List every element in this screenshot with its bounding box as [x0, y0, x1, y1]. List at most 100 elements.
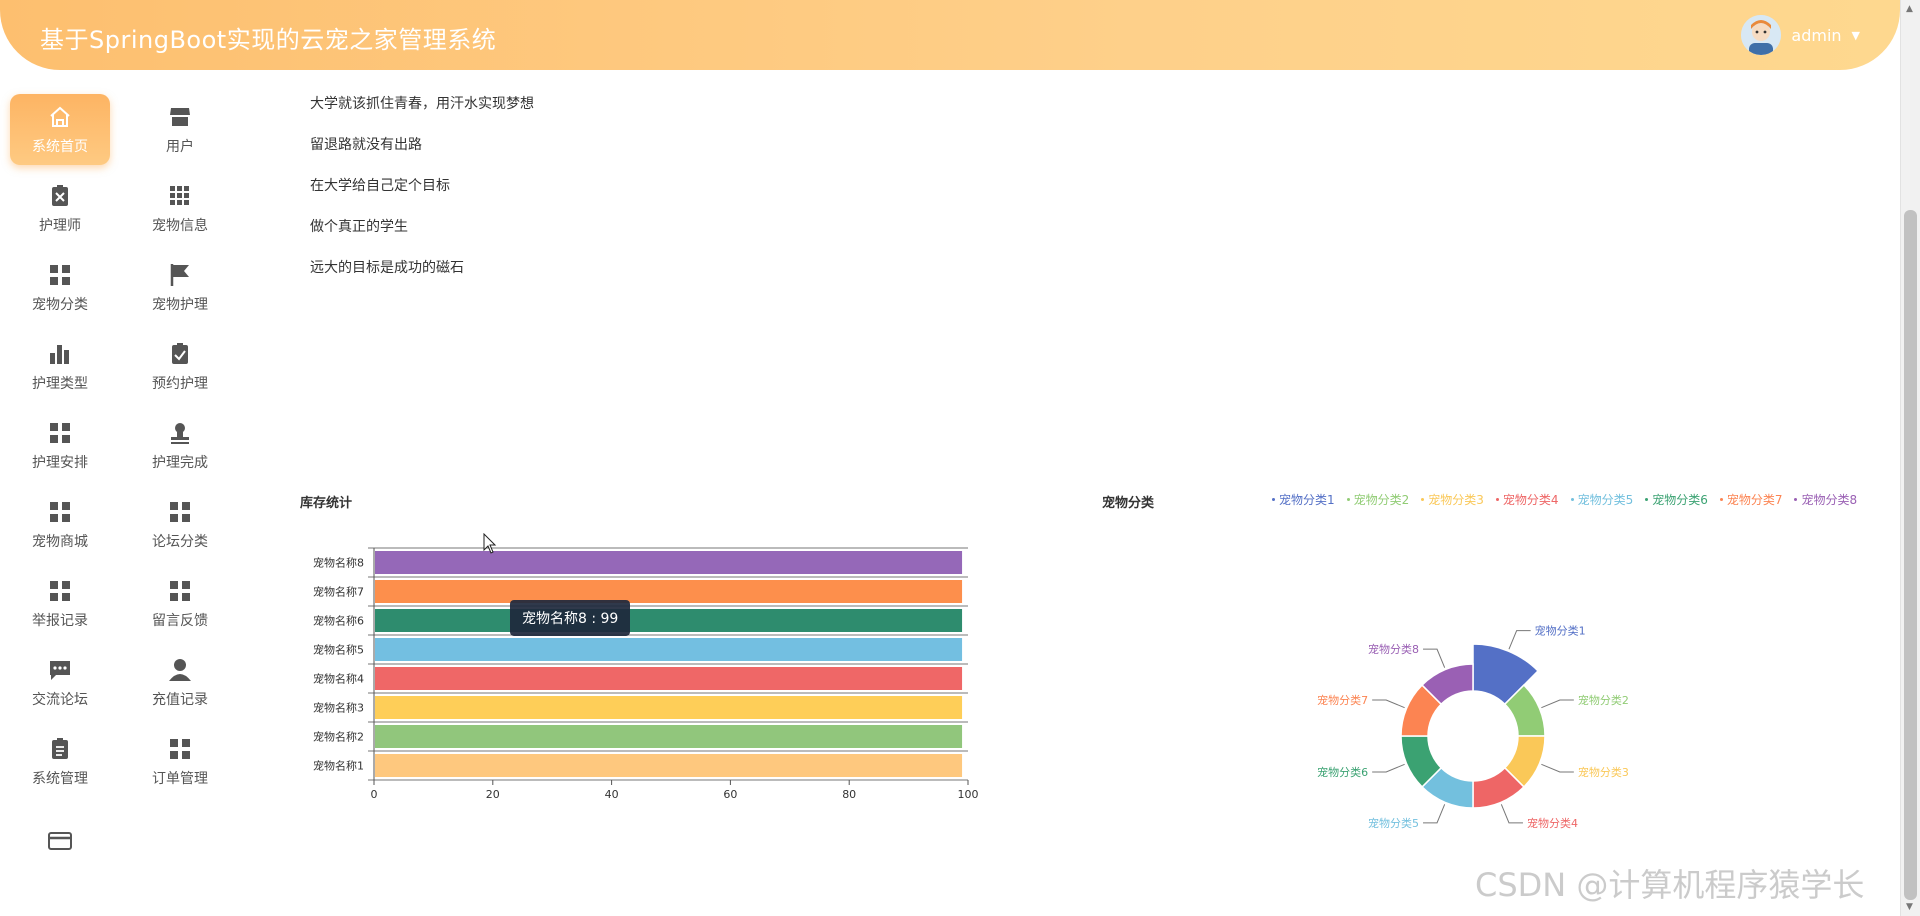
- grid-4-icon: [47, 262, 73, 288]
- sidebar-item-label: 宠物商城: [32, 533, 88, 550]
- sidebar-item-label: 预约护理: [152, 375, 208, 392]
- sidebar-item-11[interactable]: 宠物商城: [0, 485, 120, 564]
- pie-label-line: [1541, 763, 1574, 773]
- sidebar-item-2[interactable]: 用户: [120, 90, 240, 169]
- pie-label-line: [1372, 763, 1405, 773]
- clipboard-icon: [47, 736, 73, 762]
- sidebar-item-15[interactable]: 交流论坛: [0, 643, 120, 722]
- store-icon: [167, 104, 193, 130]
- sidebar-item-10[interactable]: 护理完成: [120, 406, 240, 485]
- sidebar-item-14[interactable]: 留言反馈: [120, 564, 240, 643]
- sidebar-item-label: 交流论坛: [32, 691, 88, 708]
- legend-item[interactable]: 宠物分类1: [1272, 491, 1335, 508]
- bar-mark[interactable]: [375, 754, 963, 777]
- legend-item[interactable]: 宠物分类6: [1645, 491, 1708, 508]
- pie-label-line: [1372, 699, 1405, 709]
- legend-item[interactable]: 宠物分类5: [1570, 491, 1634, 508]
- stamp-icon: [167, 420, 193, 446]
- pie-slice-label: 宠物分类4: [1527, 816, 1578, 830]
- bar-mark[interactable]: [375, 551, 963, 574]
- pie-label-line: [1541, 699, 1574, 709]
- sidebar-item-label: 系统管理: [32, 770, 88, 787]
- sidebar-item-17[interactable]: 系统管理: [0, 722, 120, 801]
- sidebar-item-3[interactable]: 护理师: [0, 169, 120, 248]
- mouse-cursor-icon: [483, 533, 497, 554]
- legend-item[interactable]: 宠物分类3: [1421, 491, 1484, 508]
- sidebar-item-8[interactable]: 预约护理: [120, 327, 240, 406]
- sidebar-item-1[interactable]: 系统首页: [10, 94, 110, 165]
- sidebar-item-label: 论坛分类: [152, 533, 208, 550]
- legend-label: 宠物分类1: [1279, 493, 1335, 507]
- pie-label-line: [1500, 804, 1523, 824]
- sidebar-item-label: 宠物分类: [32, 296, 88, 313]
- pie-label-line: [1423, 804, 1446, 824]
- x-tick-label: 40: [605, 788, 619, 801]
- legend-item[interactable]: 宠物分类8: [1794, 491, 1857, 508]
- card-icon: [47, 828, 73, 854]
- avatar[interactable]: [1741, 15, 1782, 55]
- pie-legend[interactable]: 宠物分类1 宠物分类2 宠物分类3 宠物分类4 宠物分类5 宠物分类6 宠物分类7 宠物分类8: [1272, 491, 1857, 508]
- pie-label-line: [1508, 630, 1531, 650]
- sidebar-item-13[interactable]: 举报记录: [0, 564, 120, 643]
- legend-label: 宠物分类3: [1428, 493, 1484, 507]
- x-tick-label: 20: [486, 788, 500, 801]
- scroll-up-icon[interactable]: ▲: [1906, 4, 1913, 14]
- user-menu[interactable]: admin ▼: [1741, 15, 1860, 55]
- bar-mark[interactable]: [375, 725, 963, 748]
- grid-4-icon: [167, 736, 193, 762]
- grid-9-icon: [167, 183, 193, 209]
- bar-chart-title: 库存统计: [300, 496, 353, 511]
- pie-chart-title: 宠物分类: [1102, 496, 1155, 511]
- sidebar-item-16[interactable]: 充值记录: [120, 643, 240, 722]
- sidebar-item-4[interactable]: 宠物信息: [120, 169, 240, 248]
- category-pie-chart[interactable]: 宠物分类1 宠物分类2 宠物分类3 宠物分类4 宠物分类5 宠物分类6 宠物分类7 宠物分类8: [1100, 480, 1660, 840]
- user-icon: [167, 657, 193, 683]
- legend-item[interactable]: 宠物分类7: [1719, 491, 1782, 508]
- clipboard-check-icon: [167, 341, 193, 367]
- motto-list: 大学就该抓住青春，用汗水实现梦想 留退路就没有出路 在大学给自己定个目标 做个真…: [310, 94, 534, 299]
- sidebar-item-7[interactable]: 护理类型: [0, 327, 120, 406]
- scroll-down-icon[interactable]: ▼: [1906, 902, 1913, 912]
- legend-label: 宠物分类8: [1801, 493, 1858, 507]
- bar-chart-icon: [47, 341, 73, 367]
- motto-item: 做个真正的学生: [310, 219, 408, 235]
- bar-mark[interactable]: [375, 638, 963, 661]
- y-tick-label: 宠物名称1: [313, 759, 364, 773]
- sidebar-item-label: 用户: [166, 138, 194, 155]
- sidebar-item-5[interactable]: 宠物分类: [0, 248, 120, 327]
- legend-item[interactable]: 宠物分类2: [1346, 491, 1409, 508]
- bar-mark[interactable]: [375, 580, 963, 603]
- sidebar-item-label: 留言反馈: [152, 612, 208, 629]
- bar-mark[interactable]: [375, 696, 963, 719]
- y-tick-label: 宠物名称6: [313, 614, 364, 628]
- legend-label: 宠物分类5: [1577, 493, 1634, 507]
- sidebar-item-9[interactable]: 护理安排: [0, 406, 120, 485]
- chevron-down-icon[interactable]: ▼: [1851, 28, 1860, 42]
- watermark: CSDN @计算机程序猿学长: [1475, 866, 1865, 904]
- pie-slice-label: 宠物分类2: [1578, 693, 1629, 707]
- bar-mark[interactable]: [375, 667, 963, 690]
- sidebar-item-18[interactable]: 订单管理: [120, 722, 240, 801]
- x-tick-label: 80: [842, 788, 856, 801]
- sidebar-item-19[interactable]: [0, 801, 120, 880]
- y-tick-label: 宠物名称5: [313, 643, 364, 657]
- motto-item: 留退路就没有出路: [310, 137, 422, 153]
- grid-4-icon: [47, 420, 73, 446]
- sidebar-item-label: 护理师: [39, 217, 81, 234]
- scrollbar-thumb[interactable]: [1904, 210, 1917, 900]
- y-tick-label: 宠物名称8: [313, 556, 364, 570]
- user-name[interactable]: admin: [1791, 25, 1842, 45]
- legend-item[interactable]: 宠物分类4: [1495, 491, 1559, 508]
- sidebar-item-12[interactable]: 论坛分类: [120, 485, 240, 564]
- inventory-bar-chart[interactable]: 宠物名称1 宠物名称2 宠物名称3 宠物名称4 宠物名称5 宠物名称6 宠物名称7 宠物名称8…: [290, 540, 1010, 810]
- grid-4-icon: [47, 578, 73, 604]
- sidebar-item-6[interactable]: 宠物护理: [120, 248, 240, 327]
- page-scrollbar[interactable]: ▲ ▼: [1900, 0, 1920, 916]
- pie-slice[interactable]: [1472, 643, 1540, 706]
- avatar-image-icon: [1741, 15, 1782, 55]
- pie-slice[interactable]: [1421, 663, 1474, 706]
- sidebar-item-label: 宠物信息: [152, 217, 208, 234]
- bar-mark[interactable]: [375, 609, 963, 632]
- clipboard-x-icon: [47, 183, 73, 209]
- grid-4-icon: [47, 499, 73, 525]
